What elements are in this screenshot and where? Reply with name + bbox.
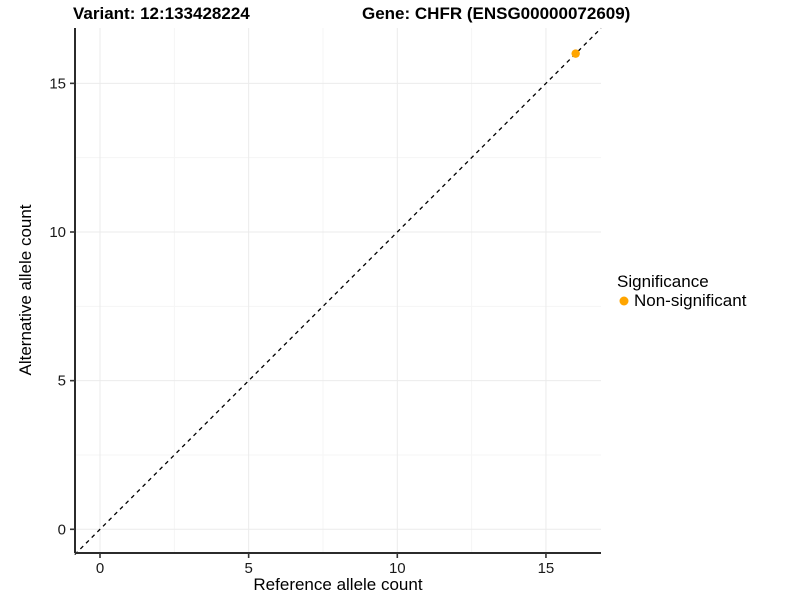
y-tick-label: 10 <box>49 224 66 241</box>
y-tick-label: 15 <box>49 75 66 92</box>
identity-reference-line <box>74 27 602 556</box>
y-axis-title: Alternative allele count <box>16 204 35 375</box>
x-tick-label: 0 <box>96 560 104 577</box>
legend-point-icon <box>619 296 629 306</box>
x-tick-label: 15 <box>538 560 555 577</box>
axis-tick-labels: 0 5 10 15 0 5 10 15 <box>49 75 554 577</box>
legend: Significance Non-significant <box>617 272 747 310</box>
axis-tick-marks <box>70 82 547 558</box>
variant-title: Variant: 12:133428224 <box>73 4 250 23</box>
x-tick-label: 10 <box>389 560 406 577</box>
data-points <box>571 49 580 58</box>
major-gridlines <box>75 28 601 553</box>
gene-title: Gene: CHFR (ENSG00000072609) <box>362 4 630 23</box>
legend-entry-label: Non-significant <box>634 291 747 310</box>
y-tick-label: 5 <box>58 373 66 390</box>
x-axis-title: Reference allele count <box>253 575 422 594</box>
x-tick-label: 5 <box>244 560 252 577</box>
data-point <box>571 49 580 58</box>
y-tick-label: 0 <box>58 521 66 538</box>
legend-title: Significance <box>617 272 709 291</box>
minor-gridlines <box>75 28 601 553</box>
